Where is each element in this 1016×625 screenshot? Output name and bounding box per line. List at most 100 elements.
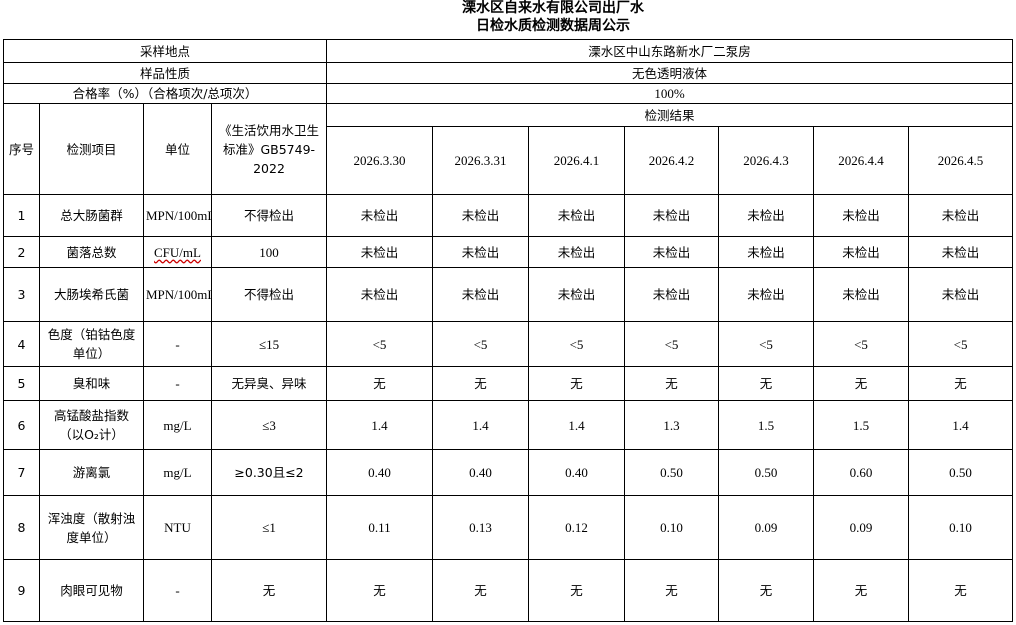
result-cell: 无 [528, 366, 626, 401]
result-cell: 无 [432, 559, 530, 622]
row-item: 浑浊度（散射浊度单位） [39, 495, 144, 560]
result-cell: 未检出 [908, 267, 1014, 322]
result-cell: 1.5 [813, 400, 910, 450]
row-standard: 无 [210, 559, 328, 622]
table-row: 2 菌落总数 CFU/mL 100 未检出 未检出 未检出 未检出 未检出 未检出 未检出 [3, 236, 1014, 268]
result-cell: 0.40 [528, 449, 626, 496]
result-cell: 1.4 [528, 400, 626, 450]
result-cell: 1.4 [326, 400, 434, 450]
unit-text: mg/L [163, 465, 192, 480]
header-index: 序号 [3, 103, 40, 195]
title-line-2: 日检水质检测数据周公示 [476, 19, 630, 34]
row-unit: MPN/100mL [143, 194, 212, 237]
row-item: 菌落总数 [39, 236, 144, 268]
result-cell: <5 [908, 321, 1014, 367]
info-value: 溧水区中山东路新水厂二泵房 [326, 39, 1014, 63]
result-cell: 无 [624, 559, 720, 622]
result-cell: <5 [624, 321, 720, 367]
row-index: 1 [3, 194, 40, 237]
date-header: 2026.3.30 [326, 126, 434, 195]
row-standard: ≤1 [210, 495, 328, 560]
table-row: 3 大肠埃希氏菌 MPN/100mL 不得检出 未检出 未检出 未检出 未检出 未检出 未检出 未检… [3, 267, 1014, 322]
row-index: 9 [3, 559, 40, 622]
result-cell: 无 [326, 366, 434, 401]
header-results: 检测结果 [326, 103, 1014, 127]
unit-text: - [175, 376, 180, 391]
header-unit: 单位 [143, 103, 212, 195]
row-standard: 100 [210, 236, 328, 268]
result-cell: 未检出 [326, 194, 434, 237]
result-cell: 未检出 [528, 267, 626, 322]
water-quality-table: 采样地点 溧水区中山东路新水厂二泵房 样品性质 无色透明液体 合格率（%）（合格项次/总… [2, 39, 1014, 622]
result-cell: 未检出 [528, 236, 626, 268]
row-unit: - [143, 366, 212, 401]
result-cell: 无 [908, 366, 1014, 401]
result-cell: 无 [718, 366, 815, 401]
row-standard: 不得检出 [210, 194, 328, 237]
row-index: 2 [3, 236, 40, 268]
table-row: 7 游离氯 mg/L ≥0.30且≤2 0.40 0.40 0.40 0.50 0.50 0.60… [3, 449, 1014, 496]
info-label: 采样地点 [2, 39, 328, 63]
row-standard: ≤15 [210, 321, 328, 367]
row-unit: - [143, 559, 212, 622]
unit-text: NTU [164, 520, 191, 535]
date-header: 2026.3.31 [432, 126, 530, 195]
result-cell: 1.5 [718, 400, 815, 450]
table-row: 4 色度（铂钴色度单位） - ≤15 <5 <5 <5 <5 <5 <5 <5 [3, 321, 1014, 367]
result-cell: 未检出 [908, 236, 1014, 268]
row-standard: ≤3 [210, 400, 328, 450]
result-cell: 无 [813, 559, 910, 622]
result-cell: 未检出 [624, 194, 720, 237]
result-cell: 未检出 [326, 267, 434, 322]
unit-text: mg/L [163, 417, 192, 433]
result-cell: 未检出 [432, 267, 530, 322]
result-cell: 0.11 [326, 495, 434, 560]
row-unit: - [143, 321, 212, 367]
table-row: 6 高锰酸盐指数（以O₂计） mg/L ≤3 1.4 1.4 1.4 1.3 1.5 1.5 1.4 [3, 400, 1014, 450]
date-header: 2026.4.4 [813, 126, 910, 195]
result-cell: 无 [432, 366, 530, 401]
result-cell: 未检出 [624, 267, 720, 322]
result-cell: 未检出 [432, 236, 530, 268]
unit-text: - [175, 336, 180, 352]
unit-text: MPN/100mL [146, 287, 212, 302]
result-cell: 未检出 [813, 236, 910, 268]
table-row: 9 肉眼可见物 - 无无无无无无无无 [3, 559, 1014, 622]
result-cell: 未检出 [718, 236, 815, 268]
row-unit: MPN/100mL [143, 267, 212, 322]
unit-text: CFU/mL [154, 244, 201, 260]
row-item: 肉眼可见物 [39, 559, 144, 622]
row-item: 游离氯 [39, 449, 144, 496]
info-row: 采样地点 溧水区中山东路新水厂二泵房 [2, 39, 1014, 63]
result-cell: <5 [326, 321, 434, 367]
row-index: 7 [3, 449, 40, 496]
result-cell: 0.50 [908, 449, 1014, 496]
row-index: 5 [3, 366, 40, 401]
date-header: 2026.4.3 [718, 126, 815, 195]
table-row: 5 臭和味 - 无异臭、异味无无无无无无无 [3, 366, 1014, 401]
result-cell: 0.60 [813, 449, 910, 496]
result-cell: 0.13 [432, 495, 530, 560]
result-cell: 无 [908, 559, 1014, 622]
header-item: 检测项目 [39, 103, 144, 195]
unit-text: MPN/100mL [146, 208, 212, 223]
table-row: 1 总大肠菌群 MPN/100mL 不得检出 未检出 未检出 未检出 未检出 未检出 未检出 未检出 [3, 194, 1014, 237]
result-cell: 未检出 [813, 194, 910, 237]
result-cell: 0.09 [718, 495, 815, 560]
row-item: 大肠埃希氏菌 [39, 267, 144, 322]
result-cell: 0.09 [813, 495, 910, 560]
result-cell: 未检出 [813, 267, 910, 322]
result-cell: 1.4 [432, 400, 530, 450]
header-standard: 《生活饮用水卫生标准》GB5749-2022 [210, 103, 328, 195]
date-header: 2026.4.1 [528, 126, 626, 195]
table-row: 8 浑浊度（散射浊度单位） NTU ≤1 0.11 0.13 0.12 0.10 0.09 0.0… [3, 495, 1014, 560]
result-cell: 无 [326, 559, 434, 622]
result-cell: 无 [624, 366, 720, 401]
result-cell: 0.50 [624, 449, 720, 496]
row-standard: ≥0.30且≤2 [210, 449, 328, 496]
info-row: 样品性质 无色透明液体 [2, 62, 1014, 84]
info-label: 样品性质 [2, 62, 328, 84]
info-row: 合格率（%）（合格项次/总项次） 100% [2, 83, 1014, 104]
result-cell: 未检出 [432, 194, 530, 237]
row-unit: NTU [143, 495, 212, 560]
